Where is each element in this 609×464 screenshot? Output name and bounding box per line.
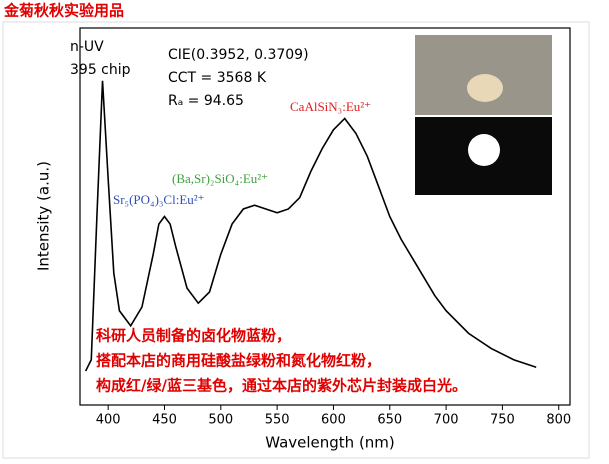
spectrum-line [84,80,537,372]
x-tick-label: 800 [546,413,571,428]
x-axis-label: Wavelength (nm) [265,434,395,452]
photo-led-glow [468,134,500,166]
color-info: Rₐ = 94.65 [168,93,244,109]
x-tick-label: 600 [321,413,346,428]
x-tick-label: 750 [490,413,515,428]
x-tick-label: 650 [377,413,402,428]
x-tick-label: 450 [152,413,177,428]
color-info: CIE(0.3952, 0.3709) [168,47,309,63]
note-line: 科研人员制备的卤化物蓝粉， [96,327,291,345]
note-line: 构成红/绿/蓝三基色，通过本店的紫外芯片封装成白光。 [96,377,467,395]
phosphor-label: CaAlSiN₃:Eu²⁺ [290,99,371,114]
y-axis-label: Intensity (a.u.) [35,161,53,271]
color-info: CCT = 3568 K [168,70,267,86]
chip-label: 395 chip [70,62,131,78]
note-line: 搭配本店的商用硅酸盐绿粉和氮化物红粉， [96,352,381,370]
phosphor-label: Sr₅(PO₄)₃Cl:Eu²⁺ [113,192,205,207]
x-tick-label: 400 [96,413,121,428]
x-tick-label: 500 [208,413,233,428]
plot-frame [79,27,571,406]
chip-label: n-UV [70,39,104,55]
phosphor-label: (Ba,Sr)₂SiO₄:Eu²⁺ [172,171,268,186]
photo-led-chip [467,74,503,102]
chart-title: 金菊秋秋实验用品 [3,2,124,20]
x-tick-label: 550 [265,413,290,428]
x-tick-label: 700 [434,413,459,428]
